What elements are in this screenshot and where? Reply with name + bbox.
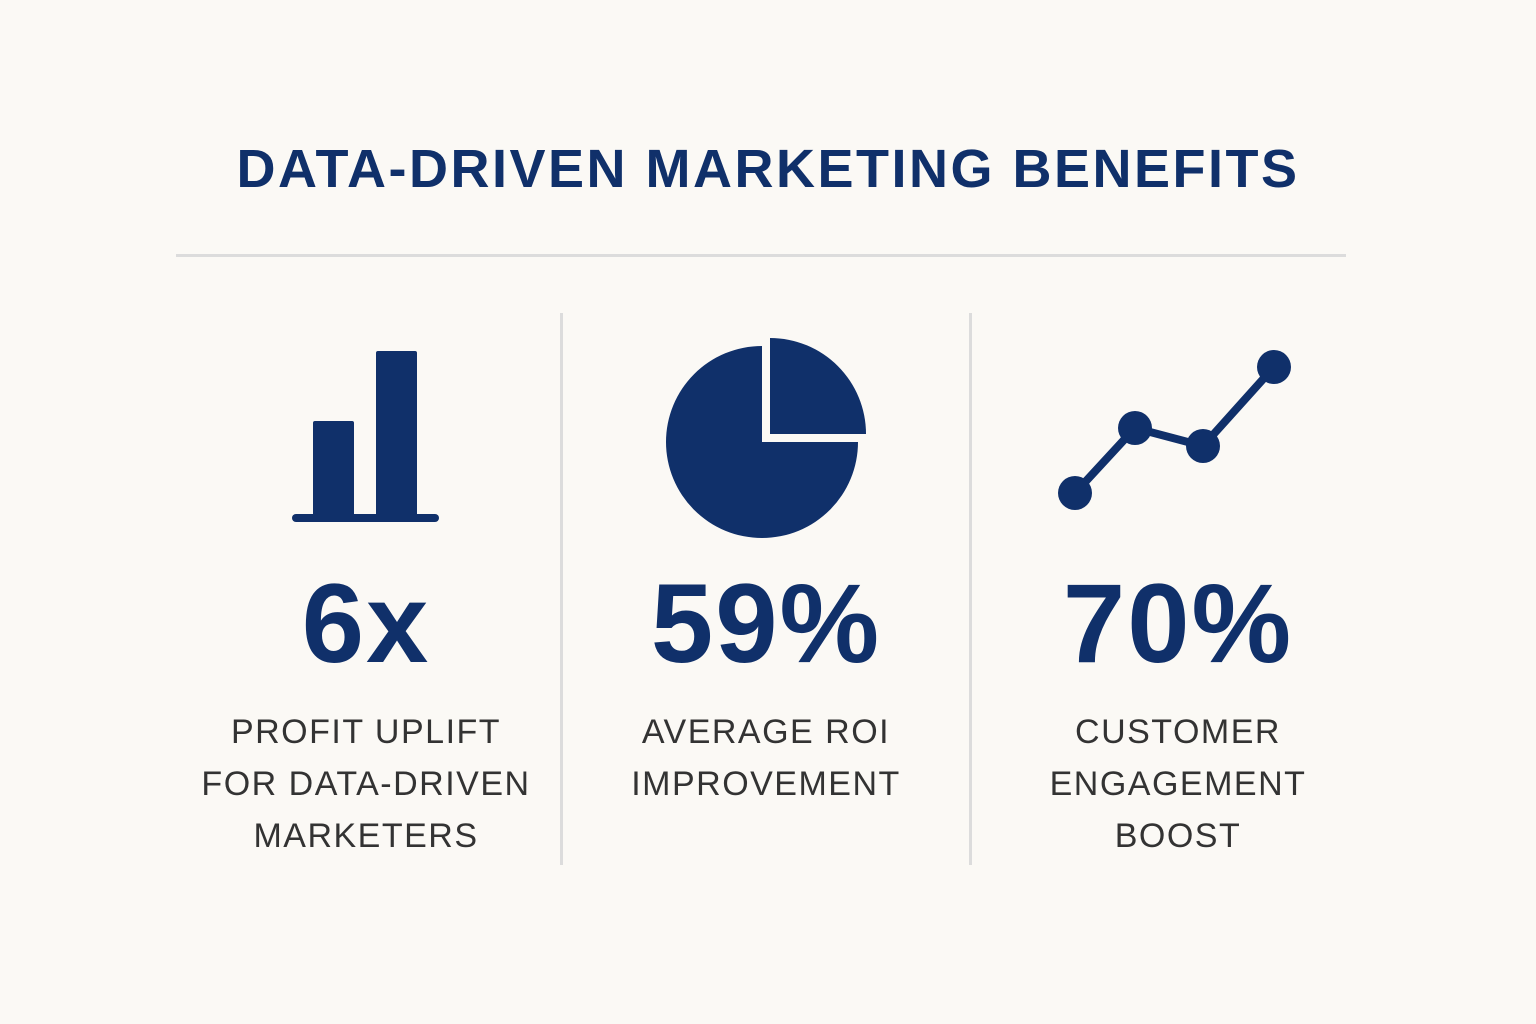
stat-label: AVERAGE ROI IMPROVEMENT (566, 706, 966, 810)
stat-label-line: PROFIT UPLIFT (230, 713, 502, 751)
column-divider (969, 313, 972, 865)
stat-value: 59% (650, 561, 882, 686)
stat-label: CUSTOMER ENGAGEMENT BOOST (978, 706, 1378, 862)
pie-chart-icon (666, 338, 866, 538)
column-divider (560, 313, 563, 865)
stat-label: PROFIT UPLIFT FOR DATA-DRIVEN MARKETERS (166, 706, 566, 862)
stat-value: 6x (301, 561, 431, 686)
stat-value: 70% (1062, 561, 1294, 686)
stat-label-line: ENGAGEMENT (1049, 765, 1307, 803)
stat-label-line: BOOST (1114, 817, 1242, 855)
line-chart-icon (1058, 350, 1291, 510)
title-rule (176, 254, 1346, 257)
title: DATA-DRIVEN MARKETING BENEFITS (236, 139, 1300, 199)
bar-chart-icon (292, 351, 439, 522)
stat-label-line: CUSTOMER (1075, 713, 1281, 751)
stat-label-line: IMPROVEMENT (631, 765, 901, 803)
stat-label-line: FOR DATA-DRIVEN (201, 765, 531, 803)
stat-label-line: AVERAGE ROI (641, 713, 891, 751)
stat-label-line: MARKETERS (253, 817, 479, 855)
